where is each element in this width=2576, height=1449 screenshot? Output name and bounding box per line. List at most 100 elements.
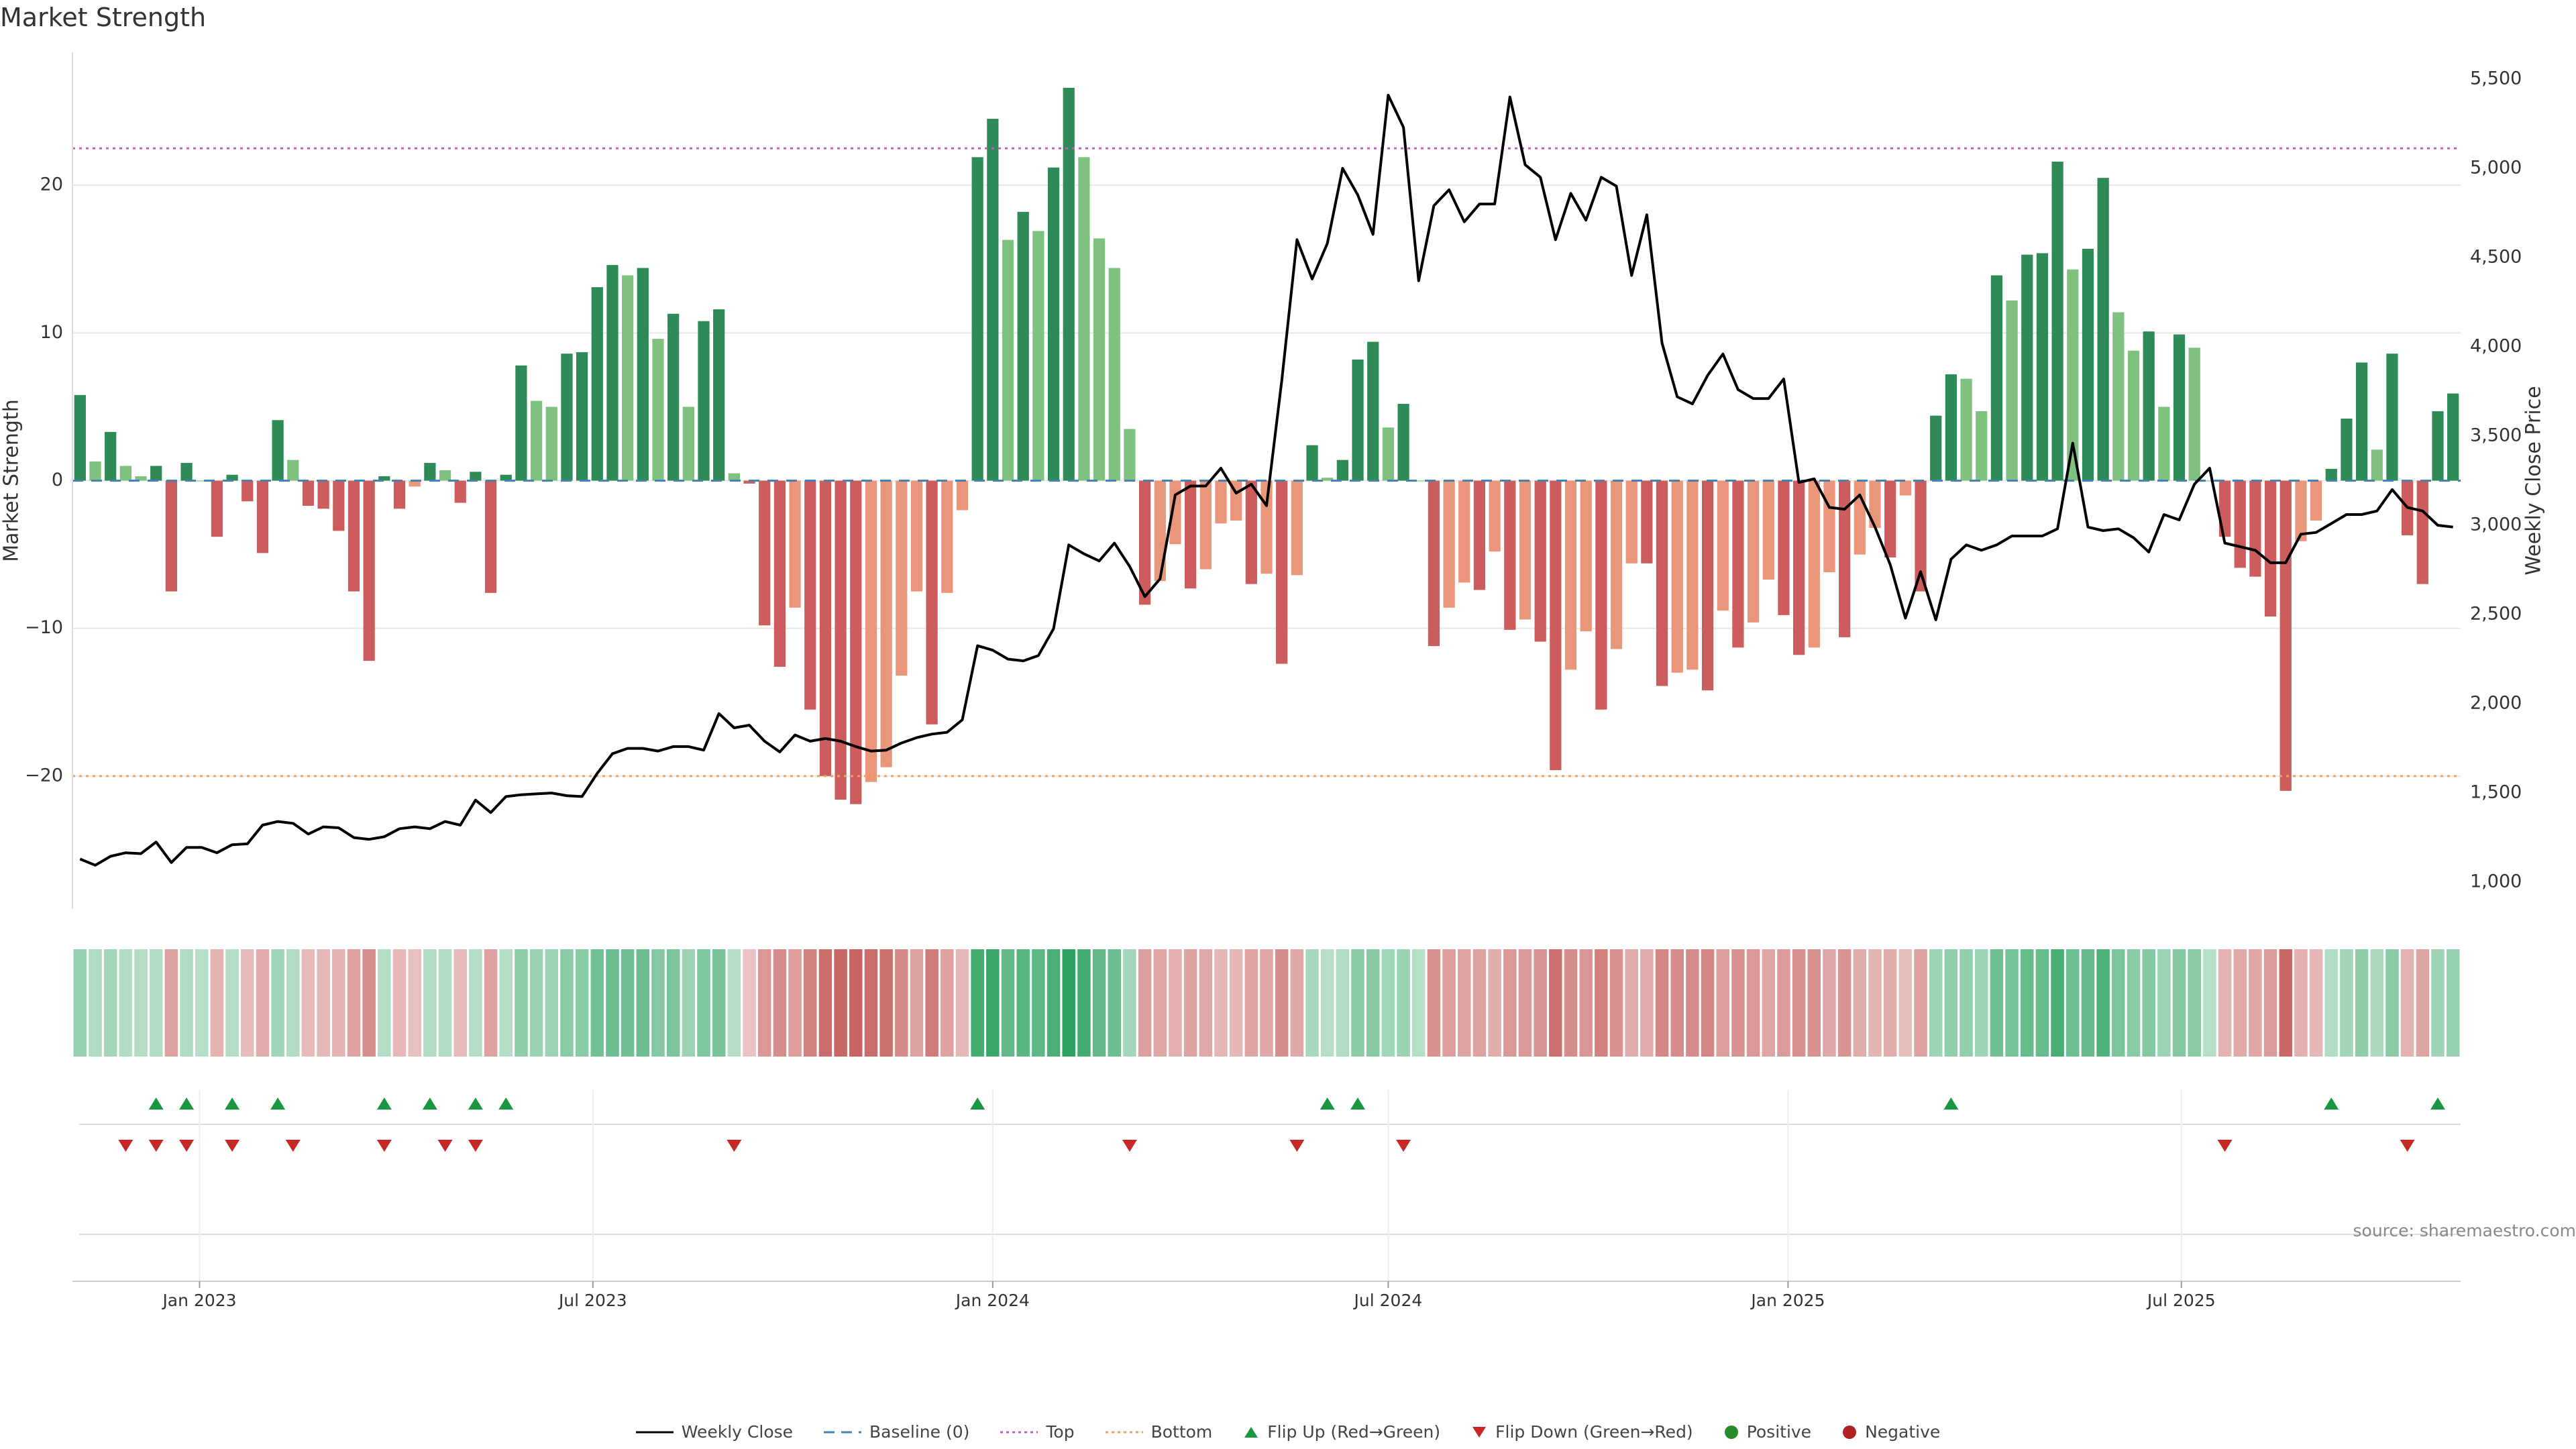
flip-down-marker	[2400, 1140, 2415, 1152]
flip-down-marker	[118, 1140, 133, 1152]
strength-bar	[1762, 480, 1774, 580]
heat-strip-cell	[1868, 949, 1882, 1057]
strength-bar	[2036, 253, 2049, 481]
heat-strip-cell	[1701, 949, 1715, 1057]
heat-strip-cell	[271, 949, 284, 1057]
strength-bar	[119, 466, 131, 481]
baseline-swatch	[824, 1431, 862, 1433]
flip-down-marker	[727, 1140, 742, 1152]
heat-strip-cell	[682, 949, 696, 1057]
strength-bar	[545, 407, 557, 481]
strength-bar	[165, 480, 178, 592]
heat-strip-cell	[1397, 949, 1410, 1057]
heat-strip-cell	[575, 949, 589, 1057]
strength-bar	[1443, 480, 1455, 608]
flip-up-marker	[468, 1097, 483, 1110]
strength-bar	[1550, 480, 1562, 771]
reference-lines	[72, 147, 2461, 777]
heat-strip-cell	[971, 949, 984, 1057]
flip-down-marker	[179, 1140, 195, 1152]
weekly-close-line	[79, 93, 2453, 867]
strength-bar	[1732, 480, 1744, 648]
strength-bar	[211, 480, 223, 537]
heat-strip-cell	[1427, 949, 1441, 1057]
strength-bar	[819, 480, 832, 776]
x-tick-label: Jul 2025	[2146, 1291, 2216, 1310]
source-label: source: sharemaestro.com	[2353, 1221, 2576, 1240]
heat-strip-cell	[1762, 949, 1776, 1057]
heat-strip-cell	[1883, 949, 1897, 1057]
strength-bar	[1808, 480, 1820, 648]
heat-strip-cell	[347, 949, 361, 1057]
strength-bar	[1169, 480, 1181, 545]
strength-bar	[2112, 312, 2125, 481]
heat-strip-cell	[408, 949, 421, 1057]
strength-bar	[622, 275, 634, 481]
strength-bar	[287, 460, 299, 481]
flip-down-swatch	[1472, 1426, 1487, 1438]
flip-up-marker	[225, 1097, 240, 1110]
price-line-layer	[79, 93, 2453, 867]
top-swatch	[1000, 1431, 1038, 1433]
heat-strip-cell	[1336, 949, 1350, 1057]
heat-strip-cell	[2431, 949, 2445, 1057]
heat-strip-cell	[1974, 949, 1988, 1057]
strength-bar	[409, 480, 421, 487]
strength-bar	[910, 480, 923, 592]
strength-bar	[1322, 478, 1334, 481]
heat-strip-cell	[317, 949, 330, 1057]
heat-strip-cell	[2355, 949, 2369, 1057]
strength-bar	[1367, 341, 1379, 481]
strength-bar	[1625, 480, 1638, 564]
flip-up-marker	[270, 1097, 286, 1110]
strength-bar	[89, 461, 101, 481]
heat-strip-cell	[1777, 949, 1790, 1057]
heat-strip-cell	[89, 949, 102, 1057]
strength-bar	[1930, 415, 1942, 481]
y-right-axis-label: Weekly Close Price	[2522, 386, 2546, 575]
strength-bar	[1154, 480, 1166, 582]
heat-strip-cell	[2157, 949, 2171, 1057]
strength-bar	[1778, 480, 1790, 615]
strength-bar	[1884, 480, 1896, 557]
heat-strip-cell	[2263, 949, 2277, 1057]
x-tick-label: Jul 2024	[1353, 1291, 1423, 1310]
heat-strip-cell	[910, 949, 924, 1057]
strength-bar	[2051, 161, 2063, 481]
heat-strip-cell	[666, 949, 680, 1057]
strength-bar	[2447, 393, 2459, 481]
strength-bar	[2325, 468, 2337, 481]
strength-bar	[196, 480, 208, 482]
strength-bar	[850, 480, 862, 804]
heat-strip-cell	[2400, 949, 2414, 1057]
strength-bar	[880, 480, 892, 767]
strength-bar	[363, 480, 375, 661]
strength-bar	[1185, 480, 1197, 589]
strength-bar	[1504, 480, 1516, 630]
strength-bar	[1215, 480, 1227, 524]
flip-down-marker	[1289, 1140, 1305, 1152]
y-right-tick-label: 2,500	[2470, 604, 2522, 625]
heat-strip-cell	[879, 949, 893, 1057]
strength-bar	[2264, 480, 2277, 617]
heat-strip-cell	[743, 949, 756, 1057]
strength-bar	[698, 321, 710, 481]
strength-bar	[1945, 374, 1957, 481]
strength-bar	[454, 480, 466, 503]
strength-bar	[2204, 480, 2216, 482]
heat-strip-cell	[757, 949, 771, 1057]
flip-up-marker	[2430, 1097, 2445, 1110]
heat-strip-cell	[180, 949, 193, 1057]
flip-up-marker	[422, 1097, 437, 1110]
heat-strip-cell	[2385, 949, 2399, 1057]
strength-bar	[1138, 480, 1151, 605]
strength-bar	[1002, 239, 1014, 481]
heat-strip-cell	[1077, 949, 1091, 1057]
heat-strip-cell	[1837, 949, 1851, 1057]
heat-strip-cell	[1169, 949, 1182, 1057]
flip-up-marker	[2324, 1097, 2339, 1110]
heat-strip-cell	[1351, 949, 1364, 1057]
heat-strip-cell	[2203, 949, 2216, 1057]
heat-strip-cell	[2112, 949, 2125, 1057]
strength-bar	[576, 352, 588, 481]
